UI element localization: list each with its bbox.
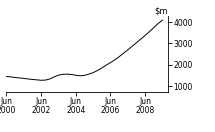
Text: Jun: Jun (139, 97, 151, 106)
Text: 2002: 2002 (32, 106, 51, 115)
Text: Jun: Jun (70, 97, 82, 106)
Text: $m: $m (154, 6, 168, 15)
Text: Jun: Jun (35, 97, 47, 106)
Text: 2008: 2008 (135, 106, 155, 115)
Text: Jun: Jun (0, 97, 12, 106)
Text: 2000: 2000 (0, 106, 16, 115)
Text: Jun: Jun (104, 97, 117, 106)
Text: 2006: 2006 (101, 106, 120, 115)
Text: 2004: 2004 (66, 106, 86, 115)
